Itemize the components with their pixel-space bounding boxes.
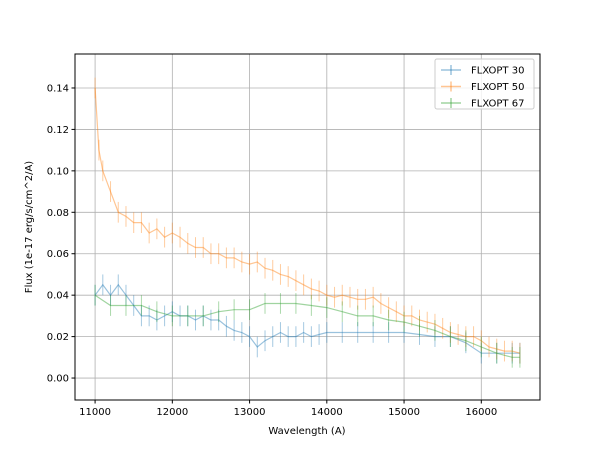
legend-label: FLXOPT 30 (471, 66, 524, 77)
series-flxopt-50 (94, 77, 521, 364)
y-tick-label: 0.00 (47, 374, 69, 385)
y-tick-label: 0.10 (47, 166, 69, 177)
y-tick-label: 0.12 (47, 125, 69, 136)
x-tick-label: 14000 (311, 407, 343, 418)
y-axis-label: Flux (1e-17 erg/s/cm^2/A) (24, 161, 35, 293)
x-tick-label: 15000 (388, 407, 420, 418)
series-flxopt-67 (94, 284, 521, 368)
y-tick-label: 0.14 (47, 83, 69, 94)
series-flxopt-30 (94, 274, 521, 364)
series-group (94, 77, 521, 368)
legend-label: FLXOPT 67 (471, 99, 524, 110)
series-line (94, 87, 521, 354)
y-tick-label: 0.08 (47, 208, 69, 219)
x-tick-label: 16000 (465, 407, 497, 418)
legend: FLXOPT 30 FLXOPT 50 FLXOPT 67 (434, 58, 535, 110)
y-tick-label: 0.04 (47, 291, 69, 302)
series-line (94, 294, 520, 358)
y-tick-label: 0.06 (47, 249, 69, 260)
x-tick-label: 12000 (156, 407, 188, 418)
ticks: 11000 12000 13000 14000 15000 16000 0.00 0.02 0.… (47, 83, 497, 418)
axes-frame (74, 53, 541, 401)
x-axis-label: Wavelength (A) (268, 426, 345, 437)
legend-label: FLXOPT 50 (471, 82, 524, 93)
x-tick-label: 11000 (79, 407, 111, 418)
y-tick-label: 0.02 (47, 332, 69, 343)
x-tick-label: 13000 (234, 407, 266, 418)
series-line (94, 283, 520, 354)
